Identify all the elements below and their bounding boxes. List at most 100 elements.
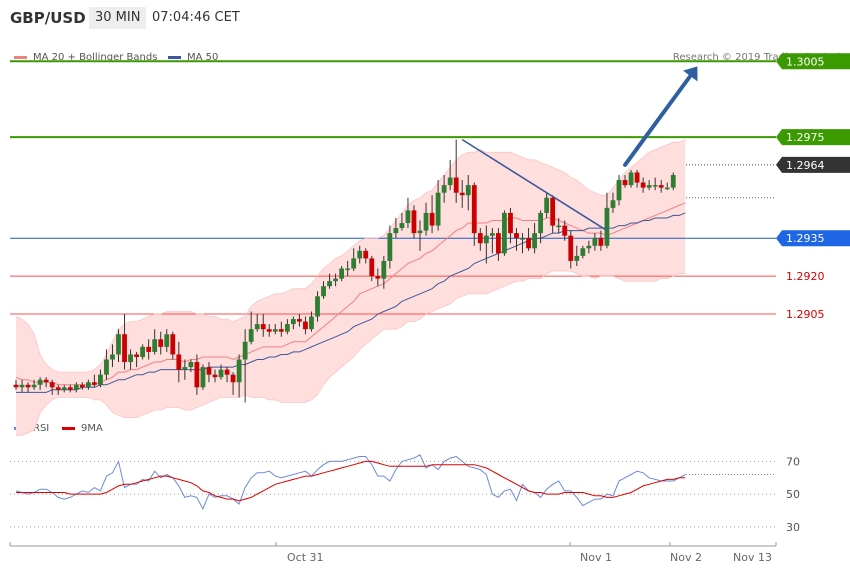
candle-body [284,324,290,332]
candle-body [297,319,302,322]
candle-body [496,233,501,254]
clock-label: 07:04:46 CET [152,10,240,25]
candle-body [206,367,212,375]
candle-body [375,276,381,279]
candle-body [200,367,206,388]
candle-body [489,233,495,236]
candle-body [55,387,61,390]
candle-body [399,223,405,229]
candle-body [405,210,411,224]
timeframe-button[interactable]: 30 MIN [89,7,147,29]
candle-body [646,185,652,188]
candle-body [31,384,37,388]
candle-body [188,362,194,368]
bollinger-band-area [16,139,686,436]
candles [13,139,676,403]
candle-body [568,235,574,261]
candle-body [321,286,326,297]
candle-body [230,374,236,383]
candle-body [628,172,634,186]
price-tag-text-1.3005: 1.3005 [786,55,825,68]
candle-body [393,228,399,234]
legend-ma50: MA 50 [168,52,218,63]
candle-body [182,367,188,370]
candle-body [266,329,272,332]
candle-body [453,177,459,193]
candle-body [91,382,97,385]
candle-body [242,341,248,360]
bollinger-bands [16,139,686,436]
candle-body [13,384,19,388]
candle-body [471,185,477,234]
candle-body [164,334,170,347]
candle-body [369,258,375,277]
candle-body [67,387,73,390]
rsi-panel: 70 50 30 [10,454,800,534]
symbol-label: GBP/USD [10,9,86,27]
legend-ma20-label: MA 20 + Bollinger Bands [33,52,158,63]
candle-body [176,354,182,370]
price-label-1.2905: 1.2905 [786,308,825,321]
candle-body [640,182,646,188]
candle-body [98,374,103,385]
candle-body [465,185,471,196]
price-tag-1.2975 [776,129,850,146]
candle-body [604,207,610,246]
candle-body [218,369,224,378]
candle-body [224,369,230,375]
trendline [461,138,608,232]
candle-body [122,334,127,363]
candle-body [333,278,338,282]
legend-rsi-label: RSI [33,423,50,434]
rsi-tick-70: 70 [786,455,800,468]
price-tag-1.2964 [776,156,850,173]
candle-body [85,382,91,388]
candle-body [556,225,562,228]
time-axis-label: Nov 2 [670,551,702,564]
ma9-swatch [62,426,75,430]
candle-body [610,200,616,208]
candle-body [459,192,465,196]
ma50-line [16,212,686,393]
price-tag-1.2935 [776,230,850,247]
candle-body [550,197,556,226]
candle-body [128,354,133,363]
candle-body [664,187,670,190]
candle-body [339,268,345,279]
candle-body [309,316,314,330]
price-tag-1.3005 [776,53,850,70]
candle-body [652,185,658,187]
candle-body [73,384,79,390]
candle-body [411,210,417,234]
candle-body [25,384,31,388]
price-tag-text-1.2935: 1.2935 [786,232,825,245]
drawings [461,66,698,232]
candle-body [586,245,592,249]
candle-body [514,233,519,239]
candle-body [477,233,483,244]
candle-body [345,268,351,271]
candle-body [303,321,308,330]
candle-body [146,346,152,352]
candle-body [483,235,489,244]
candle-body [538,212,544,234]
candle-body [116,334,121,355]
candle-body [532,233,537,249]
candle-body [381,260,387,279]
candle-body [670,175,676,188]
candle-body [429,212,435,226]
time-axis-label: Nov 13 [733,551,772,564]
candle-body [435,192,441,226]
candle-body [37,379,43,385]
candle-body [616,180,622,201]
price-tag-text-1.2964: 1.2964 [786,159,825,172]
candle-body [170,334,176,355]
candle-body [544,197,550,213]
candle-body [417,230,423,234]
rsi-9ma-line [16,460,686,502]
candle-body [19,384,25,388]
candle-body [61,387,67,390]
candle-body [272,329,278,332]
rsi-tick-30: 30 [786,521,800,534]
